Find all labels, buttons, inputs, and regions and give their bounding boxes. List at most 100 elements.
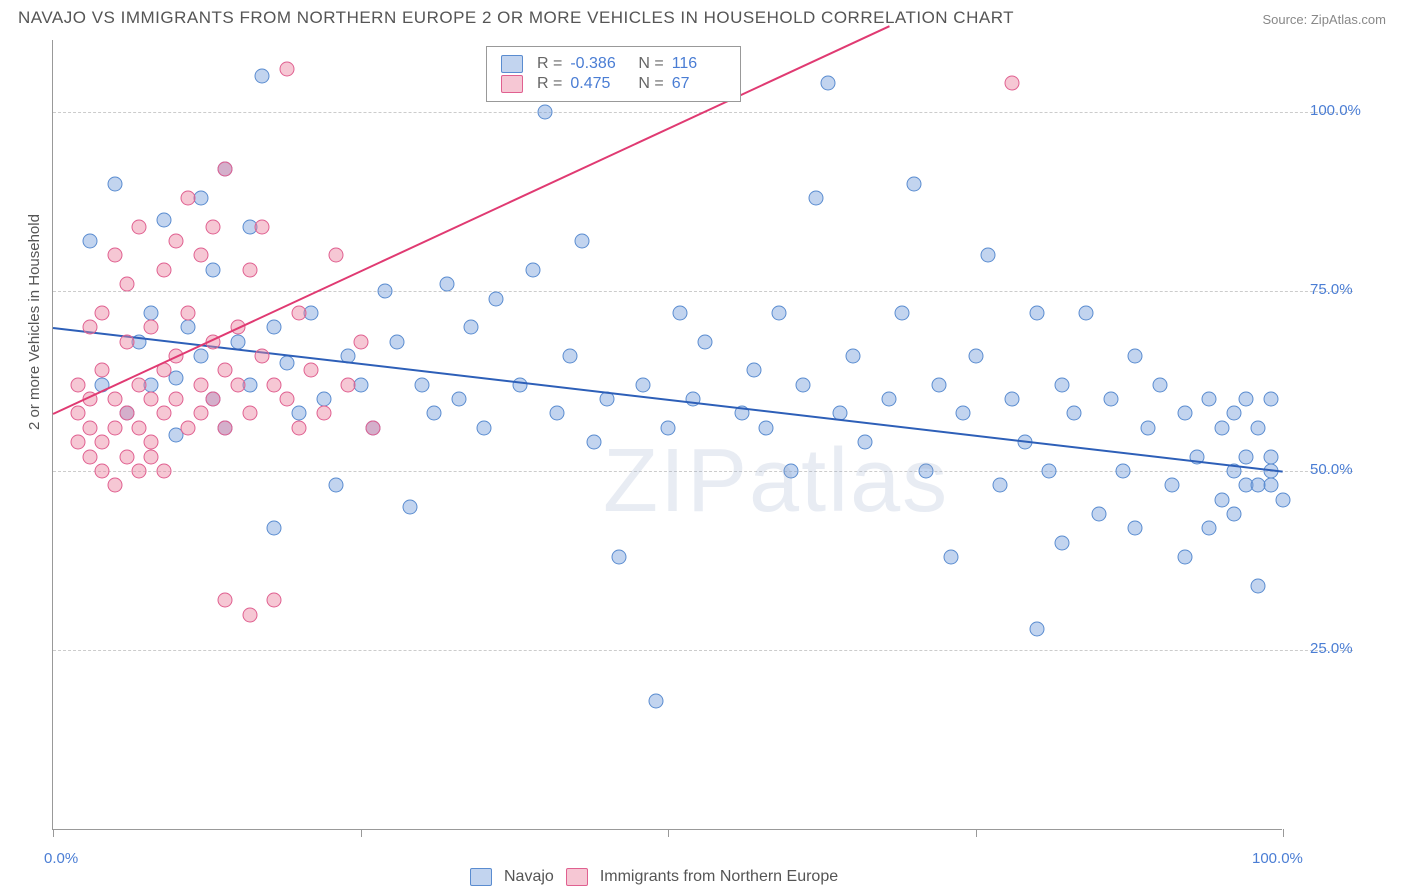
data-point bbox=[1103, 392, 1118, 407]
data-point bbox=[218, 593, 233, 608]
data-point bbox=[205, 219, 220, 234]
data-point bbox=[316, 406, 331, 421]
data-point bbox=[894, 305, 909, 320]
data-point bbox=[292, 420, 307, 435]
data-point bbox=[242, 607, 257, 622]
data-point bbox=[980, 248, 995, 263]
data-point bbox=[1030, 305, 1045, 320]
data-point bbox=[304, 363, 319, 378]
r-value: -0.386 bbox=[570, 55, 624, 73]
data-point bbox=[661, 420, 676, 435]
data-point bbox=[439, 277, 454, 292]
trend-line bbox=[53, 327, 1283, 473]
legend-swatch bbox=[566, 868, 588, 886]
data-point bbox=[328, 248, 343, 263]
data-point bbox=[267, 320, 282, 335]
data-point bbox=[390, 334, 405, 349]
data-point bbox=[341, 377, 356, 392]
data-point bbox=[279, 356, 294, 371]
data-point bbox=[943, 550, 958, 565]
data-point bbox=[279, 61, 294, 76]
data-point bbox=[1263, 449, 1278, 464]
data-point bbox=[747, 363, 762, 378]
data-point bbox=[267, 593, 282, 608]
data-point bbox=[255, 68, 270, 83]
data-point bbox=[95, 463, 110, 478]
data-point bbox=[857, 435, 872, 450]
source-prefix: Source: bbox=[1262, 12, 1310, 27]
data-point bbox=[968, 349, 983, 364]
data-point bbox=[292, 406, 307, 421]
data-point bbox=[70, 406, 85, 421]
n-label: N = bbox=[638, 55, 663, 73]
data-point bbox=[119, 406, 134, 421]
data-point bbox=[1251, 578, 1266, 593]
data-point bbox=[550, 406, 565, 421]
data-point bbox=[1165, 478, 1180, 493]
data-point bbox=[919, 463, 934, 478]
data-point bbox=[132, 377, 147, 392]
data-point bbox=[144, 320, 159, 335]
data-point bbox=[242, 406, 257, 421]
legend-series-label: Immigrants from Northern Europe bbox=[600, 868, 838, 886]
data-point bbox=[697, 334, 712, 349]
n-value: 67 bbox=[672, 75, 726, 93]
data-point bbox=[378, 284, 393, 299]
data-point bbox=[181, 420, 196, 435]
legend-stat-row: R =-0.386N =116 bbox=[501, 55, 726, 73]
legend-swatch bbox=[470, 868, 492, 886]
data-point bbox=[1030, 621, 1045, 636]
data-point bbox=[82, 420, 97, 435]
gridline bbox=[53, 291, 1353, 292]
data-point bbox=[784, 463, 799, 478]
y-tick-label: 100.0% bbox=[1310, 102, 1361, 119]
data-point bbox=[365, 420, 380, 435]
data-point bbox=[205, 392, 220, 407]
data-point bbox=[587, 435, 602, 450]
data-point bbox=[230, 334, 245, 349]
chart-title: NAVAJO VS IMMIGRANTS FROM NORTHERN EUROP… bbox=[18, 8, 1014, 28]
data-point bbox=[242, 262, 257, 277]
data-point bbox=[107, 420, 122, 435]
data-point bbox=[267, 521, 282, 536]
data-point bbox=[574, 234, 589, 249]
data-point bbox=[144, 392, 159, 407]
data-point bbox=[488, 291, 503, 306]
data-point bbox=[1226, 406, 1241, 421]
data-point bbox=[1239, 392, 1254, 407]
data-point bbox=[119, 277, 134, 292]
data-point bbox=[267, 377, 282, 392]
data-point bbox=[156, 262, 171, 277]
series-legend: NavajoImmigrants from Northern Europe bbox=[470, 868, 838, 886]
data-point bbox=[1202, 392, 1217, 407]
watermark-text: ZIPatlas bbox=[603, 430, 949, 533]
data-point bbox=[1239, 449, 1254, 464]
data-point bbox=[1054, 377, 1069, 392]
data-point bbox=[451, 392, 466, 407]
data-point bbox=[107, 176, 122, 191]
data-point bbox=[205, 262, 220, 277]
data-point bbox=[993, 478, 1008, 493]
data-point bbox=[1079, 305, 1094, 320]
data-point bbox=[193, 406, 208, 421]
data-point bbox=[464, 320, 479, 335]
data-point bbox=[132, 420, 147, 435]
data-point bbox=[1005, 392, 1020, 407]
data-point bbox=[513, 377, 528, 392]
x-tick-mark bbox=[1283, 829, 1284, 837]
data-point bbox=[82, 234, 97, 249]
data-point bbox=[1116, 463, 1131, 478]
y-axis-label: 2 or more Vehicles in Household bbox=[26, 214, 43, 430]
data-point bbox=[279, 392, 294, 407]
data-point bbox=[1054, 535, 1069, 550]
data-point bbox=[1214, 420, 1229, 435]
r-value: 0.475 bbox=[570, 75, 624, 93]
data-point bbox=[1263, 392, 1278, 407]
data-point bbox=[119, 449, 134, 464]
chart-plot-area: ZIPatlas bbox=[52, 40, 1282, 830]
data-point bbox=[82, 449, 97, 464]
legend-swatch bbox=[501, 55, 523, 73]
data-point bbox=[1153, 377, 1168, 392]
source-name: ZipAtlas.com bbox=[1311, 12, 1386, 27]
data-point bbox=[156, 406, 171, 421]
